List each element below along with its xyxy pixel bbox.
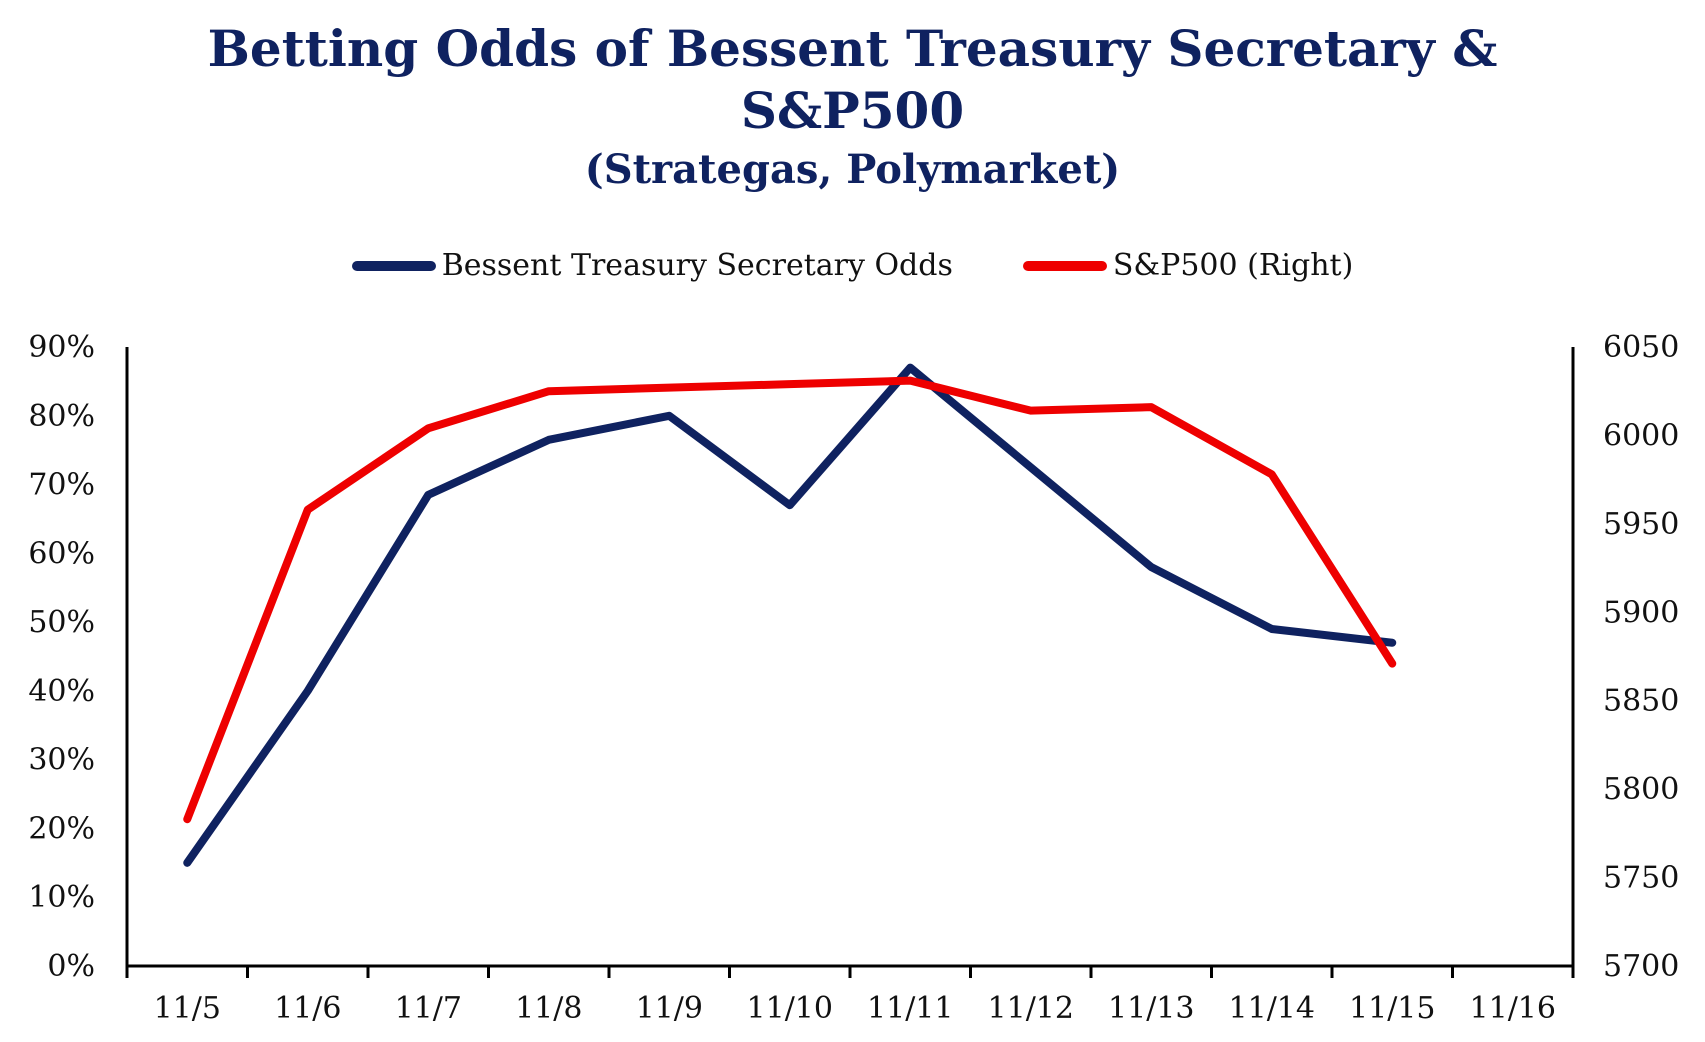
chart-title-line2: S&P500 [740, 81, 965, 140]
data-point-bessent-odds [1150, 566, 1152, 568]
data-point-sp500 [789, 383, 791, 385]
x-tick-label: 11/11 [867, 991, 953, 1026]
data-point-sp500 [307, 509, 309, 511]
legend-item-bessent: Bessent Treasury Secretary Odds [351, 248, 953, 283]
data-point-bessent-odds [1271, 628, 1273, 630]
y-left-tick-label: 70% [28, 468, 95, 503]
y-left-tick-label: 0% [47, 949, 95, 984]
legend-swatch-sp500 [1022, 260, 1107, 271]
y-left-tick-label: 30% [28, 743, 95, 778]
legend-item-sp500: S&P500 (Right) [1022, 248, 1354, 283]
series-layer [183, 363, 1397, 867]
y-left-tick-label: 90% [28, 330, 95, 365]
y-left-tick-label: 50% [28, 605, 95, 640]
legend-label-bessent: Bessent Treasury Secretary Odds [441, 248, 953, 283]
x-tick-label: 11/13 [1108, 991, 1194, 1026]
data-point-sp500 [548, 390, 550, 392]
chart-title: Betting Odds of Bessent Treasury Secreta… [207, 19, 1498, 78]
y-left-tick-label: 80% [28, 399, 95, 434]
data-point-bessent-odds [427, 494, 429, 496]
y-left-tick-label: 10% [28, 880, 95, 915]
y-left-tick-label: 40% [28, 674, 95, 709]
x-tick-label: 11/6 [274, 991, 341, 1026]
legend-label-sp500: S&P500 (Right) [1112, 248, 1354, 283]
data-point-sp500 [909, 380, 911, 382]
y-right-tick-label: 6000 [1603, 418, 1679, 453]
chart-legend: Bessent Treasury Secretary Odds S&P500 (… [0, 248, 1705, 283]
y-left-tick-label: 60% [28, 536, 95, 571]
y-left-tick-label: 20% [28, 811, 95, 846]
x-tick-label: 11/8 [515, 991, 582, 1026]
y-right-tick-label: 5900 [1603, 595, 1679, 630]
data-point-sp500 [668, 387, 670, 389]
data-point-bessent-odds [789, 504, 791, 506]
y-right-tick-label: 5700 [1603, 949, 1679, 984]
x-tick-label: 11/9 [636, 991, 703, 1026]
x-tick-label: 11/12 [988, 991, 1074, 1026]
axes-layer: 11/5 11/6 11/7 11/8 11/9 11/10 11/11 11/12 11/13… [28, 330, 1679, 1026]
data-point-bessent-odds [1391, 642, 1393, 644]
x-tick-label: 11/10 [747, 991, 833, 1026]
x-tick-label: 11/14 [1229, 991, 1315, 1026]
data-point-bessent-odds [186, 862, 188, 864]
data-point-sp500 [427, 427, 429, 429]
y-right-tick-label: 5950 [1603, 507, 1679, 542]
data-point-sp500 [186, 818, 188, 820]
data-point-bessent-odds [1030, 466, 1032, 468]
x-tick-label: 11/16 [1470, 991, 1556, 1026]
y-right-tick-label: 5750 [1603, 861, 1679, 896]
chart-title-block: Betting Odds of Bessent Treasury Secreta… [0, 18, 1705, 198]
data-point-sp500 [1271, 473, 1273, 475]
x-tick-label: 11/7 [395, 991, 462, 1026]
data-point-sp500 [1030, 410, 1032, 412]
y-right-tick-label: 6050 [1603, 330, 1679, 365]
data-point-sp500 [1150, 406, 1152, 408]
x-tick-label: 11/15 [1349, 991, 1435, 1026]
x-tick-label: 11/5 [154, 991, 221, 1026]
y-right-tick-label: 5800 [1603, 772, 1679, 807]
data-point-bessent-odds [548, 439, 550, 441]
data-point-bessent-odds [909, 367, 911, 369]
y-right-tick-label: 5850 [1603, 684, 1679, 719]
data-point-bessent-odds [668, 415, 670, 417]
data-point-sp500 [1391, 663, 1393, 665]
chart-subtitle: (Strategas, Polymarket) [584, 146, 1121, 193]
series-line-sp500 [183, 376, 1397, 824]
series-line-bessent-odds [183, 363, 1397, 867]
data-point-bessent-odds [307, 690, 309, 692]
legend-swatch-bessent [351, 260, 436, 271]
